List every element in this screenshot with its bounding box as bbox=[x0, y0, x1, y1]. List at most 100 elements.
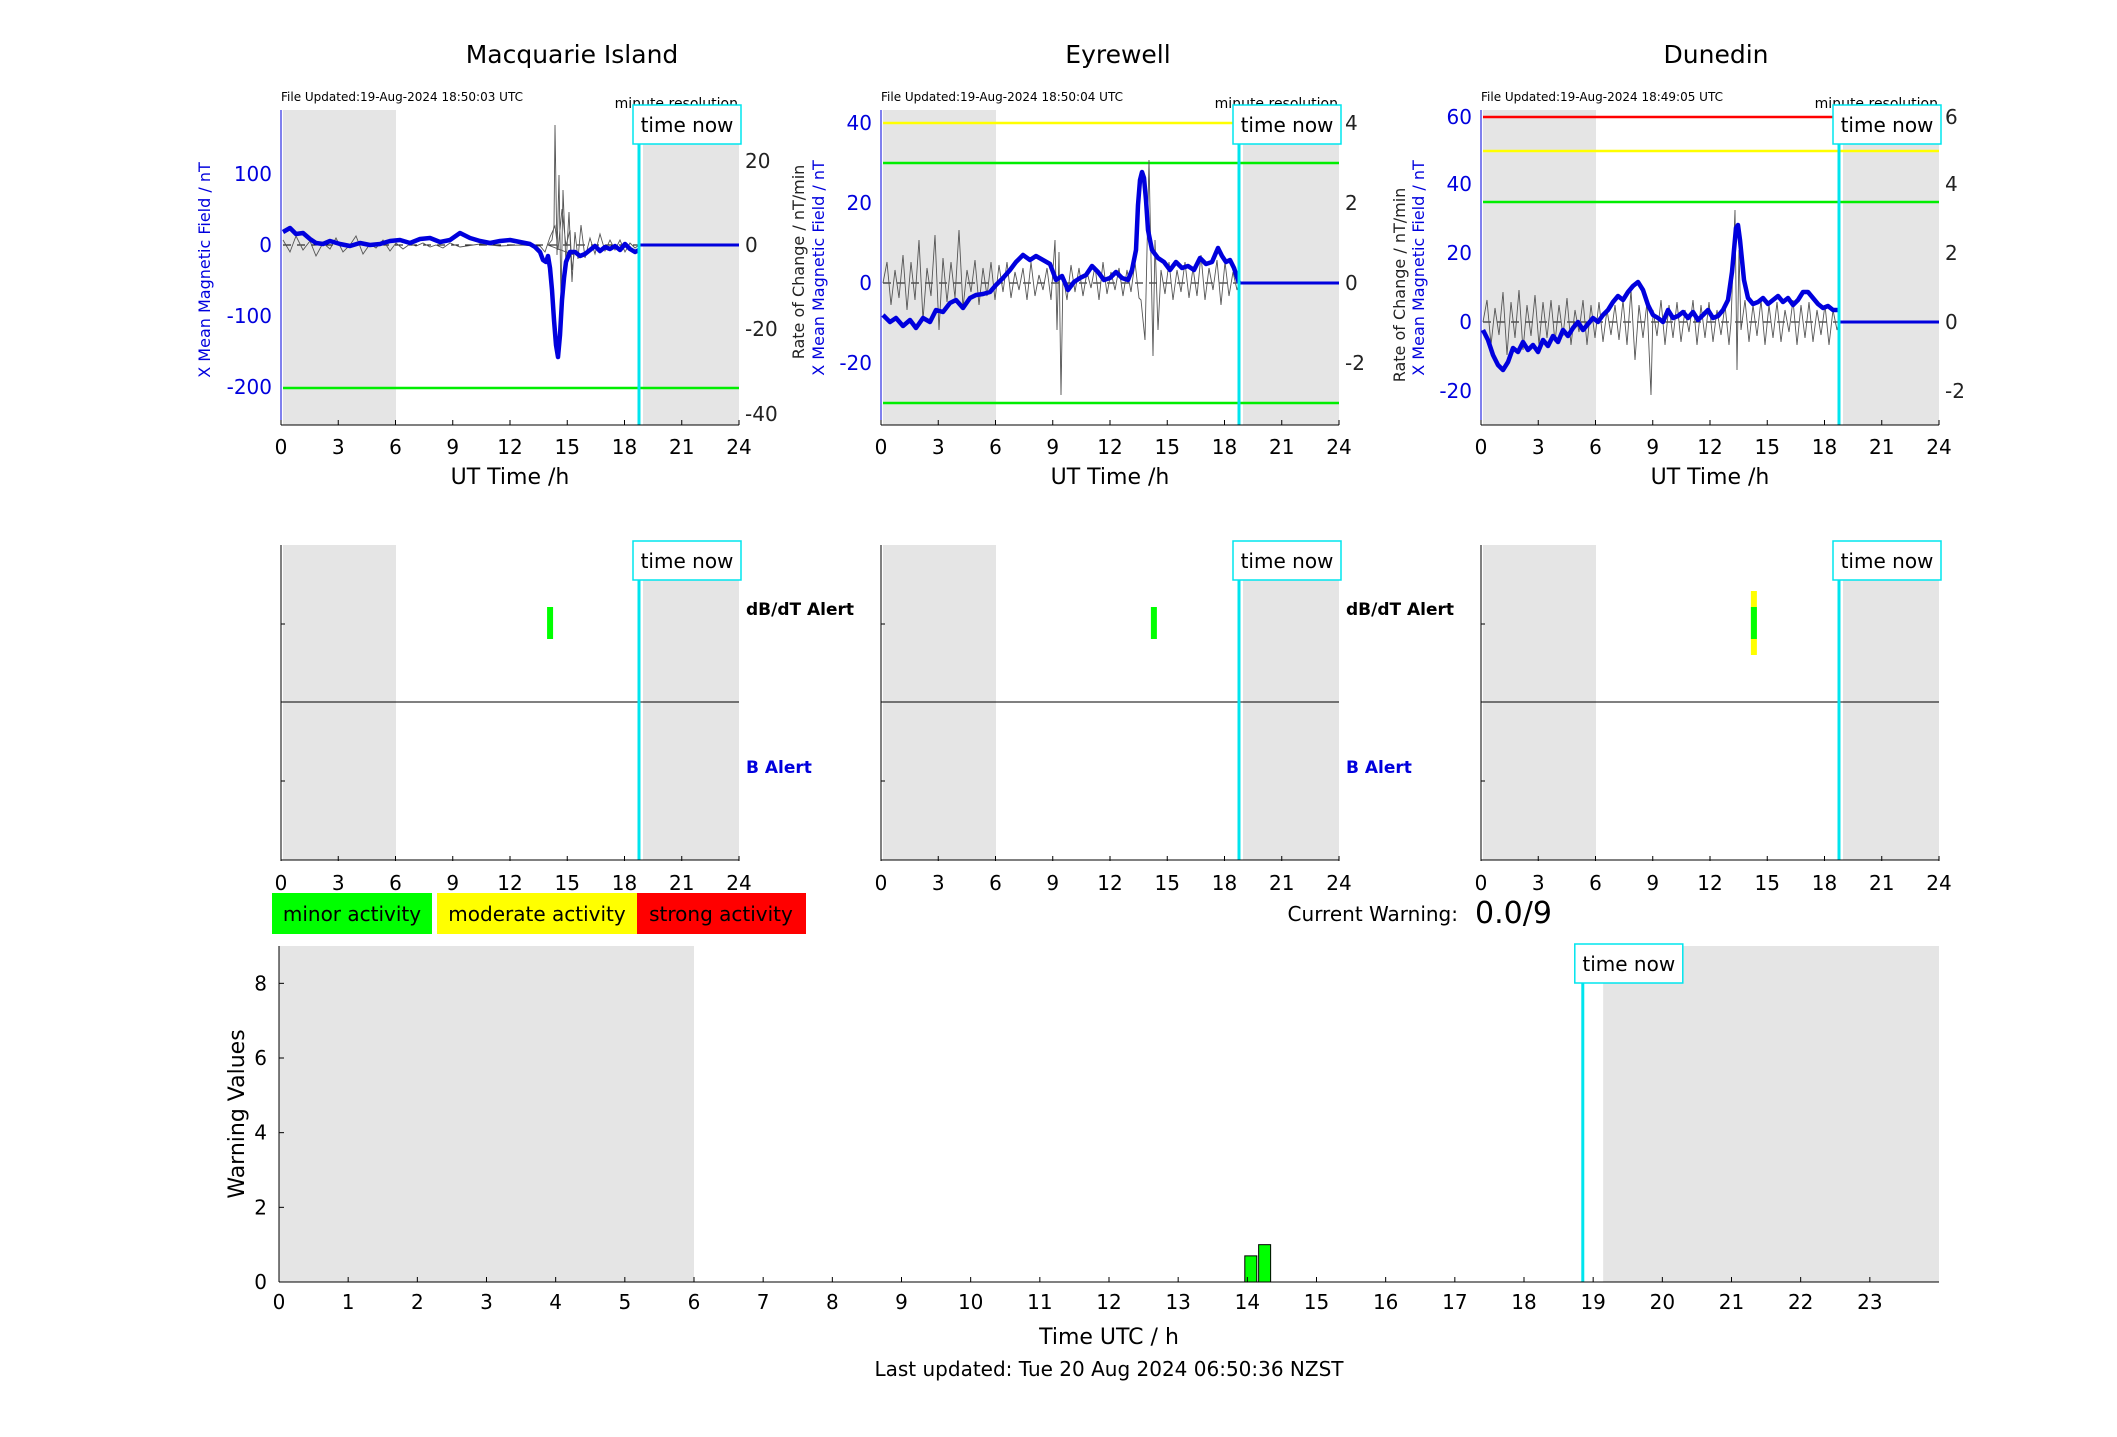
right-tick: 0 bbox=[745, 233, 758, 257]
current-warning-value: 0.0/9 bbox=[1475, 896, 1552, 931]
ut-tick-label: 18 bbox=[1812, 435, 1837, 459]
ut-tick-label: 18 bbox=[612, 435, 637, 459]
ut-tick-label: 15 bbox=[1155, 871, 1180, 895]
station-panel-macquarie: Macquarie Island File Updated:19-Aug-202… bbox=[195, 40, 778, 490]
ut-tick-label: 21 bbox=[1869, 435, 1894, 459]
left-tick: 100 bbox=[234, 162, 272, 186]
warning-x-tick-label: 22 bbox=[1788, 1290, 1813, 1314]
ut-tick-label: 24 bbox=[1926, 871, 1951, 895]
left-tick: 0 bbox=[859, 271, 872, 295]
ut-tick-label: 6 bbox=[1589, 435, 1602, 459]
ut-tick-label: 9 bbox=[1646, 435, 1659, 459]
left-tick: 0 bbox=[259, 233, 272, 257]
warning-x-tick-label: 4 bbox=[549, 1290, 562, 1314]
ut-tick-label: 15 bbox=[1755, 871, 1780, 895]
right-tick: 0 bbox=[1345, 271, 1358, 295]
legend-moderate-label: moderate activity bbox=[448, 902, 626, 926]
time-now-label: time now bbox=[641, 549, 734, 573]
current-warning-label: Current Warning: bbox=[1288, 902, 1458, 926]
x-axis-label: UT Time /h bbox=[1651, 465, 1770, 490]
warning-x-tick-label: 17 bbox=[1442, 1290, 1467, 1314]
dbdt-alert-label: dB/dT Alert bbox=[746, 600, 854, 620]
left-tick: -200 bbox=[227, 375, 272, 399]
file-updated: File Updated:19-Aug-2024 18:49:05 UTC bbox=[1481, 90, 1723, 104]
night-shade bbox=[1843, 110, 1939, 425]
legend-minor-swatch bbox=[272, 893, 432, 934]
ut-tick-label: 12 bbox=[1097, 435, 1122, 459]
left-tick: 40 bbox=[847, 111, 872, 135]
dbdt-alert-mark bbox=[1750, 607, 1757, 639]
right-tick: -20 bbox=[745, 317, 778, 341]
warning-x-tick-label: 1 bbox=[342, 1290, 355, 1314]
left-tick: 0 bbox=[1459, 310, 1472, 334]
file-updated: File Updated:19-Aug-2024 18:50:03 UTC bbox=[281, 90, 523, 104]
station-panel-eyrewell: Eyrewell Rate of Change / nT/min File Up… bbox=[789, 40, 1365, 490]
night-shade bbox=[283, 110, 396, 425]
ut-tick-label: 21 bbox=[1869, 871, 1894, 895]
warning-x-tick-label: 3 bbox=[480, 1290, 493, 1314]
right-ticks: -2 0 2 4 bbox=[1345, 111, 1365, 375]
left-tick: 20 bbox=[847, 191, 872, 215]
warning-x-tick-label: 19 bbox=[1580, 1290, 1605, 1314]
ut-tick-label: 15 bbox=[1755, 435, 1780, 459]
left-axis-label: X Mean Magnetic Field / nT bbox=[1409, 160, 1428, 376]
left-axis-label: X Mean Magnetic Field / nT bbox=[809, 160, 828, 376]
warning-x-tick-label: 15 bbox=[1304, 1290, 1329, 1314]
ut-tick-label: 12 bbox=[1697, 435, 1722, 459]
ut-tick-label: 3 bbox=[1532, 435, 1545, 459]
right-axis-label: Rate of Change / nT/min bbox=[789, 165, 808, 360]
right-tick: 20 bbox=[745, 149, 770, 173]
warning-bar bbox=[1244, 1255, 1258, 1283]
warning-x-tick-label: 20 bbox=[1650, 1290, 1675, 1314]
warning-x-tick-label: 21 bbox=[1719, 1290, 1744, 1314]
right-tick: 4 bbox=[1945, 172, 1958, 196]
warning-x-tick-label: 5 bbox=[618, 1290, 631, 1314]
x-field-line bbox=[881, 169, 1242, 331]
legend-strong-label: strong activity bbox=[649, 902, 793, 926]
time-now-box bbox=[1832, 104, 1942, 145]
warning-y-tick-label: 2 bbox=[254, 1195, 267, 1219]
right-tick: -2 bbox=[1945, 379, 1965, 403]
right-tick: 6 bbox=[1945, 105, 1958, 129]
ut-tick-label: 24 bbox=[726, 435, 751, 459]
ut-tick-label: 24 bbox=[1926, 435, 1951, 459]
left-ticks: -200 -100 0 100 bbox=[227, 162, 272, 399]
left-ticks: -20 0 20 40 60 bbox=[1439, 105, 1472, 403]
legend-moderate-swatch bbox=[437, 893, 637, 934]
x-axis-label: UT Time /h bbox=[451, 465, 570, 490]
warning-x-tick-label: 9 bbox=[895, 1290, 908, 1314]
warning-y-tick-label: 4 bbox=[254, 1121, 267, 1145]
night-shade bbox=[279, 946, 694, 1282]
last-updated: Last updated: Tue 20 Aug 2024 06:50:36 N… bbox=[874, 1357, 1344, 1381]
ut-tick-label: 12 bbox=[497, 435, 522, 459]
ut-tick-label: 12 bbox=[1097, 871, 1122, 895]
ut-tick-label: 9 bbox=[1046, 435, 1059, 459]
warning-x-tick-label: 23 bbox=[1857, 1290, 1882, 1314]
ut-tick-label: 9 bbox=[446, 871, 459, 895]
time-now-label: time now bbox=[1841, 549, 1934, 573]
time-now-label: time now bbox=[1582, 952, 1675, 976]
rate-of-change-line bbox=[882, 159, 1240, 396]
file-updated: File Updated:19-Aug-2024 18:50:04 UTC bbox=[881, 90, 1123, 104]
ut-tick-label: 3 bbox=[1532, 871, 1545, 895]
time-now-label: time now bbox=[1841, 113, 1934, 137]
station-title: Macquarie Island bbox=[466, 40, 679, 69]
left-tick: 20 bbox=[1447, 241, 1472, 265]
ut-tick-label: 12 bbox=[1697, 871, 1722, 895]
time-now-box bbox=[1574, 943, 1684, 984]
time-now-label: time now bbox=[641, 113, 734, 137]
ut-tick-label: 15 bbox=[555, 435, 580, 459]
ut-tick-label: 0 bbox=[875, 871, 888, 895]
right-tick: 2 bbox=[1945, 241, 1958, 265]
ut-tick-label: 0 bbox=[275, 871, 288, 895]
ut-tick-label: 0 bbox=[875, 435, 888, 459]
warning-x-tick-label: 0 bbox=[273, 1290, 286, 1314]
warning-x-tick-label: 14 bbox=[1235, 1290, 1260, 1314]
night-shade bbox=[883, 110, 996, 425]
ut-tick-label: 6 bbox=[1589, 871, 1602, 895]
ut-tick-label: 0 bbox=[275, 435, 288, 459]
time-now-box bbox=[1232, 104, 1342, 145]
time-now-box bbox=[1232, 540, 1342, 581]
ut-tick-label: 15 bbox=[555, 871, 580, 895]
